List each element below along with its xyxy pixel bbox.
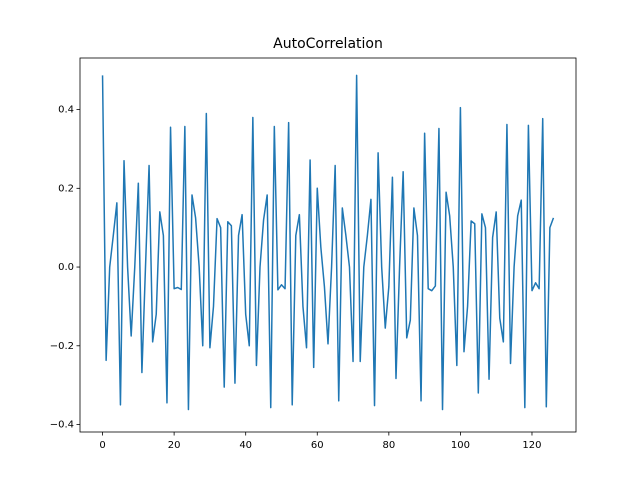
y-tick-label: −0.4 (50, 420, 74, 431)
x-tick-label: 100 (451, 440, 470, 451)
x-tick-label: 60 (311, 440, 324, 451)
data-line (101, 74, 555, 411)
y-tick-label: 0.0 (58, 262, 74, 273)
x-tick-label: 40 (239, 440, 252, 451)
x-tick-label: 20 (168, 440, 181, 451)
x-tick-label: 0 (99, 440, 105, 451)
x-tick-label: 120 (522, 440, 541, 451)
plot-frame (79, 57, 577, 433)
y-tick-label: −0.2 (50, 341, 74, 352)
chart-title: AutoCorrelation (273, 36, 383, 52)
x-tick-label: 80 (382, 440, 395, 451)
y-tick-label: 0.4 (58, 105, 74, 116)
y-tick-label: 0.2 (58, 183, 74, 194)
